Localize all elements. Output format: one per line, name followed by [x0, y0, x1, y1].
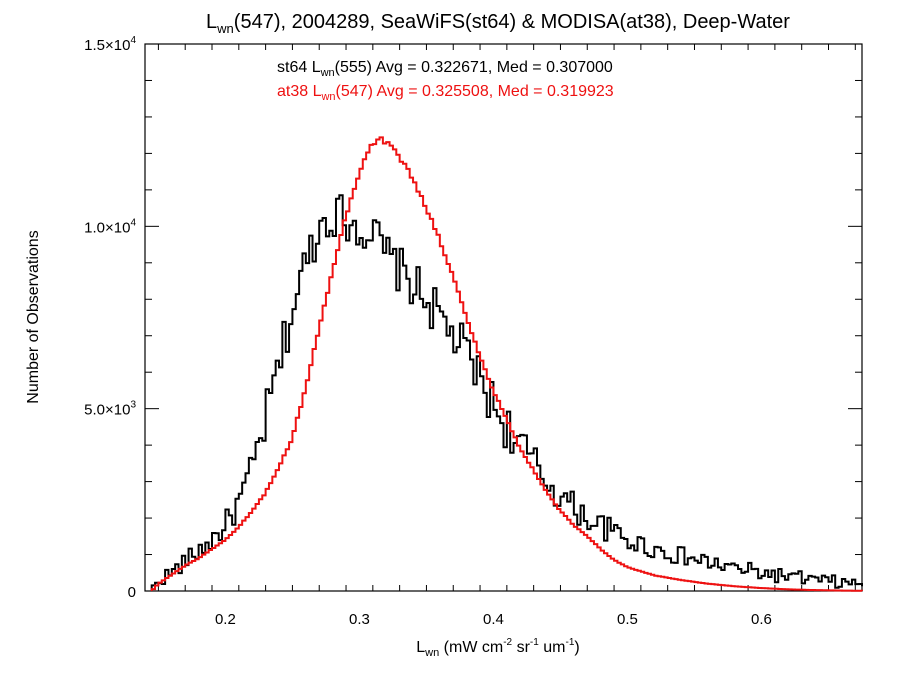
x-tick-label: 0.3 — [349, 611, 370, 628]
y-axis-label: Number of Observations — [25, 230, 42, 403]
series-modisa-histogram — [150, 136, 863, 592]
annotation-seawifs: st64 Lwn(555) Avg = 0.322671, Med = 0.30… — [277, 59, 613, 79]
x-tick-label: 0.5 — [617, 611, 638, 628]
y-tick-label: 1.0×104 — [84, 217, 136, 236]
y-tick-label: 1.5×104 — [84, 35, 136, 54]
y-tick-label: 0 — [128, 584, 136, 601]
x-tick-label: 0.2 — [215, 611, 236, 628]
series-seawifs-histogram — [150, 194, 863, 591]
x-tick-label: 0.4 — [483, 611, 504, 628]
x-tick-label: 0.6 — [751, 611, 772, 628]
plot-frame — [144, 43, 863, 592]
annotation-modisa: at38 Lwn(547) Avg = 0.325508, Med = 0.31… — [277, 83, 614, 103]
x-axis-label: Lwn (mW cm-2 sr-1 um-1) — [416, 637, 579, 659]
y-tick-label: 5.0×103 — [84, 400, 136, 419]
chart-title: Lwn(547), 2004289, SeaWiFS(st64) & MODIS… — [206, 11, 790, 36]
